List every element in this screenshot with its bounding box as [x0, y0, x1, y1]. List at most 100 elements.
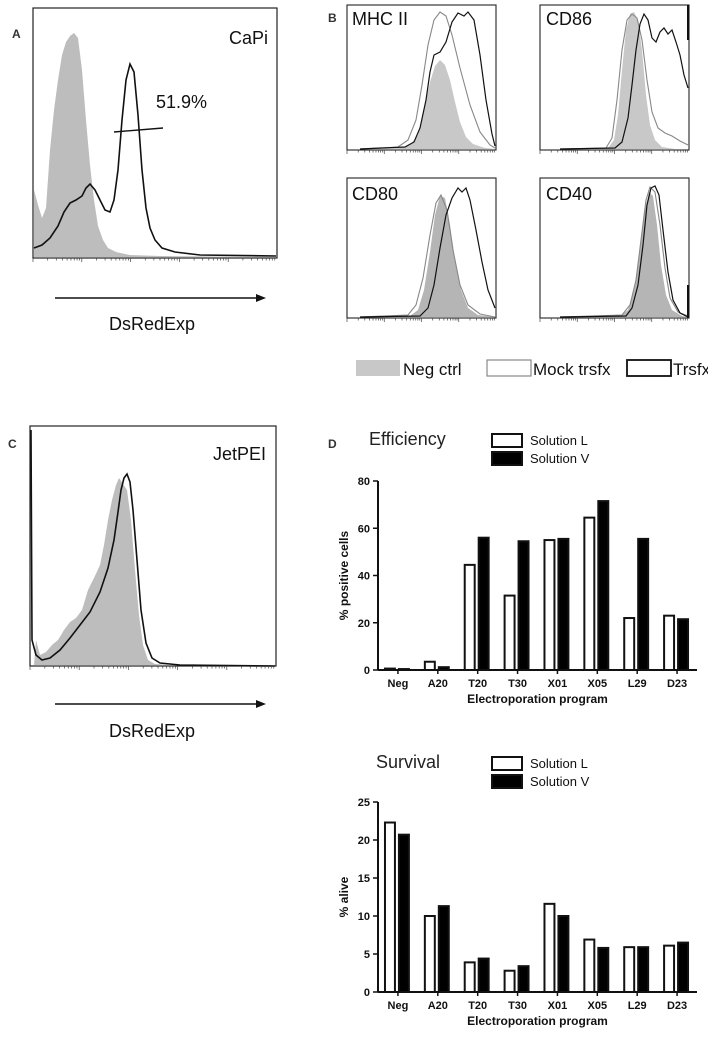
bar	[677, 618, 690, 671]
histogram-cd80-mock-line	[359, 193, 496, 318]
histogram-cd40-label: CD40	[546, 184, 592, 204]
y-tick-label: 25	[358, 797, 370, 809]
bar	[583, 938, 596, 993]
histogram-mhc2-ticks	[346, 150, 495, 154]
histogram-cd86-ticks	[539, 150, 688, 154]
bar-chart-survival: Survival Solution L Solution V 0 5 10 15 20 25 % …	[337, 752, 697, 1028]
legend-b-swatch-neg	[356, 360, 400, 376]
histogram-a-neg-fill	[34, 33, 276, 257]
legend-b-swatch-trsfx	[626, 359, 672, 377]
histogram-cd40-mock-line	[559, 185, 689, 318]
legend-b-label-neg: Neg ctrl	[403, 360, 462, 379]
histogram-a-gate-line	[113, 127, 164, 133]
histogram-cd80-trsfx-line	[359, 186, 496, 318]
legend-label: Solution L	[530, 433, 588, 448]
bar	[397, 668, 410, 671]
x-tick-label: Neg	[388, 678, 409, 690]
x-tick-label: X05	[588, 1000, 608, 1012]
y-tick-label: 5	[364, 949, 370, 961]
x-tick-label: L29	[628, 678, 647, 690]
bar	[623, 946, 636, 993]
histogram-c-ticks	[29, 666, 275, 670]
bar	[503, 969, 516, 993]
histogram-a-xaxis-label: DsRedExp	[109, 314, 195, 334]
axis-arrow-a-head	[256, 294, 266, 302]
x-tick-label: T20	[468, 1000, 487, 1012]
legend-b-swatch-mock	[486, 359, 532, 377]
histogram-c-xaxis-label: DsRedExp	[109, 721, 195, 741]
chart-title: Survival	[376, 752, 440, 772]
x-tick-label: Neg	[388, 1000, 409, 1012]
histogram-mhc2: MHC II	[346, 4, 497, 154]
y-tick-label: 0	[364, 665, 370, 677]
y-tick-label: 20	[358, 835, 370, 847]
histogram-cd86-neg-fill	[560, 12, 675, 149]
histogram-cd40-trsfx-line	[559, 185, 689, 318]
y-axis-label: % positive cells	[337, 530, 351, 620]
bar	[637, 946, 650, 993]
panel-letter-c: C	[8, 437, 17, 451]
bar	[557, 915, 570, 993]
x-tick-label: T30	[508, 1000, 527, 1012]
histogram-mhc2-trsfx-line	[359, 11, 496, 150]
x-tick-label: T20	[468, 678, 487, 690]
legend-swatch	[491, 774, 523, 789]
histogram-a: CaPi 51.9%	[32, 7, 278, 262]
panel-letter-b: B	[328, 11, 337, 25]
x-tick-label: X01	[548, 678, 568, 690]
panel-letter-a: A	[12, 27, 21, 41]
bar	[677, 941, 690, 993]
bar	[597, 500, 610, 671]
bar	[517, 540, 530, 672]
x-tick-label: X01	[548, 1000, 568, 1012]
x-tick-label: A20	[428, 678, 448, 690]
bar	[663, 944, 676, 994]
histogram-cd80: CD80	[346, 177, 497, 322]
bar	[423, 915, 436, 993]
y-tick-label: 60	[358, 523, 370, 535]
bar	[637, 537, 650, 671]
y-tick-label: 10	[358, 911, 370, 923]
chart-title: Efficiency	[369, 429, 446, 449]
histogram-c-label: JetPEI	[213, 444, 266, 464]
bar	[463, 563, 476, 672]
histogram-a-trsfx-line	[33, 61, 277, 257]
bar	[557, 537, 570, 671]
bar	[597, 946, 610, 993]
legend-swatch	[491, 433, 523, 448]
histogram-c-trsfx-line	[30, 429, 276, 667]
x-tick-label: X05	[588, 678, 608, 690]
histogram-cd40-ticks	[539, 318, 688, 322]
legend-b-label-mock: Mock trsfx	[533, 360, 611, 379]
x-tick-label: D23	[667, 678, 687, 690]
histogram-a-ticks	[32, 258, 276, 262]
panel-letter-d: D	[328, 437, 337, 451]
y-tick-label: 15	[358, 873, 370, 885]
bar	[397, 833, 410, 993]
bar	[437, 666, 450, 671]
bar	[383, 667, 396, 672]
bar	[543, 539, 556, 671]
histogram-cd80-neg-fill	[360, 196, 495, 317]
x-axis-label: Electroporation program	[467, 1014, 608, 1028]
legend-swatch	[491, 756, 523, 771]
x-tick-label: D23	[667, 1000, 687, 1012]
bar	[383, 821, 396, 994]
histogram-cd80-label: CD80	[352, 184, 398, 204]
histogram-cd40-neg-fill	[560, 192, 688, 317]
histogram-cd80-frame	[346, 177, 497, 319]
histogram-mhc2-neg-fill	[360, 60, 495, 149]
bar	[583, 516, 596, 672]
x-tick-label: A20	[428, 1000, 448, 1012]
histogram-cd86-label: CD86	[546, 9, 592, 29]
y-tick-label: 0	[364, 987, 370, 999]
legend-b: Neg ctrl Mock trsfx Trsfx	[356, 359, 708, 379]
histogram-cd40: CD40	[539, 177, 690, 322]
legend-label: Solution V	[530, 774, 590, 789]
legend-swatch	[491, 451, 523, 466]
x-tick-label: L29	[628, 1000, 647, 1012]
bar	[463, 961, 476, 993]
legend-b-label-trsfx: Trsfx	[673, 360, 708, 379]
histogram-a-label: CaPi	[229, 28, 268, 48]
bar-chart-efficiency: Efficiency Solution L Solution V 0 20 40 60 80%…	[337, 429, 697, 706]
